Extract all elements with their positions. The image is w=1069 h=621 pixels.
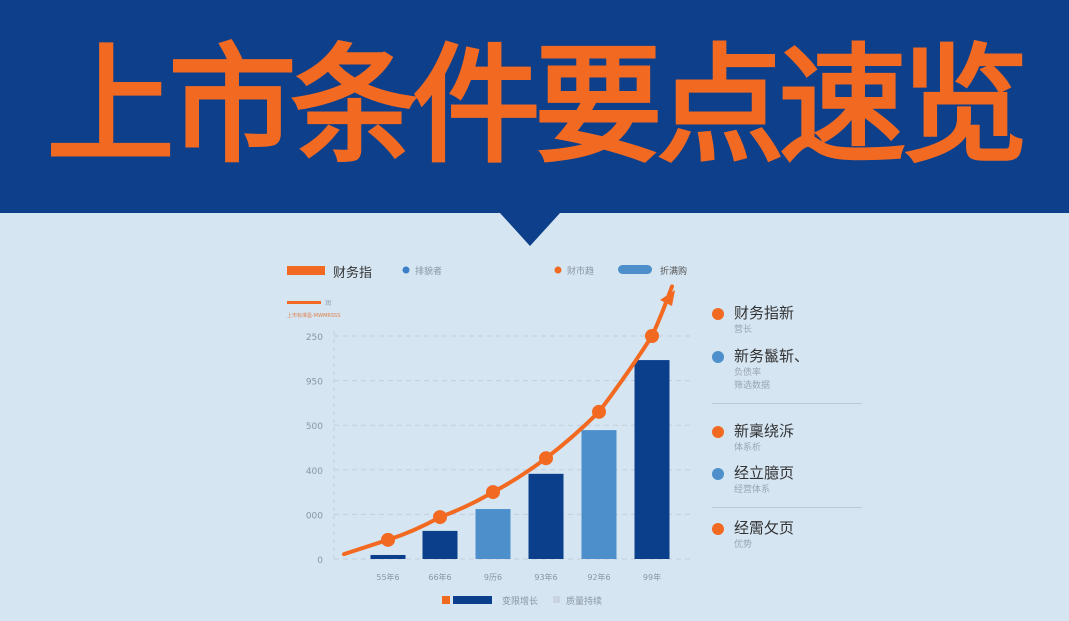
divider bbox=[712, 403, 862, 404]
y-tick-label: 400 bbox=[306, 467, 323, 477]
legend-orange-bar-icon bbox=[287, 266, 325, 275]
side-item-sub: 优势 bbox=[734, 540, 753, 550]
x-tick-label: 99年 bbox=[643, 572, 661, 582]
bar bbox=[528, 473, 564, 559]
line-point bbox=[592, 404, 606, 419]
side-item-sub: 营长 bbox=[734, 325, 753, 335]
line-point bbox=[381, 532, 395, 547]
y-tick-label: 250 bbox=[306, 333, 323, 343]
arrow-head-icon bbox=[660, 290, 675, 306]
line-point bbox=[433, 510, 447, 525]
legend-orange-dot-icon bbox=[554, 266, 562, 274]
header-banner bbox=[0, 0, 1069, 246]
orange-dot-icon bbox=[712, 308, 724, 320]
legend-blue-bar-icon bbox=[618, 265, 652, 274]
x-tick-label: 9历6 bbox=[484, 573, 502, 582]
line-point bbox=[539, 451, 553, 466]
sub-legend-label: 润 bbox=[325, 299, 331, 307]
legend-label: 折满购 bbox=[660, 265, 687, 277]
y-tick-label: 500 bbox=[306, 422, 323, 432]
side-item-sub: 筛选数据 bbox=[734, 381, 771, 391]
legend-label: 变限增长 bbox=[502, 595, 538, 607]
legend-blue-dot-icon bbox=[402, 266, 410, 274]
side-item-title: 新务鬣斩、 bbox=[734, 347, 810, 365]
side-item-title: 经立臆页 bbox=[734, 464, 795, 482]
bar bbox=[634, 360, 670, 559]
bar bbox=[370, 554, 406, 559]
blue-dot-icon bbox=[712, 468, 724, 480]
legend-orange-square-icon bbox=[442, 596, 450, 604]
bar bbox=[422, 530, 458, 559]
blue-dot-icon bbox=[712, 351, 724, 363]
legend-label: 财市趋 bbox=[567, 265, 594, 277]
sub-legend-note: 上市标准盈-MWMRSSS bbox=[287, 312, 340, 319]
line-point bbox=[645, 329, 659, 343]
legend-label: 排貌者 bbox=[415, 265, 442, 277]
line-point bbox=[486, 485, 500, 500]
y-tick-label: 950 bbox=[306, 378, 323, 388]
x-tick-label: 55年6 bbox=[376, 572, 399, 582]
orange-dot-icon bbox=[712, 523, 724, 535]
divider bbox=[712, 507, 862, 508]
bar bbox=[581, 430, 617, 559]
bar bbox=[475, 509, 511, 559]
side-item-title: 财务指新 bbox=[734, 304, 795, 322]
trend-line bbox=[342, 284, 674, 557]
x-tick-label: 93年6 bbox=[534, 572, 557, 582]
side-item-sub: 体系析 bbox=[734, 443, 762, 453]
sub-legend-line-icon bbox=[287, 301, 321, 304]
legend-dark-bar-icon bbox=[453, 596, 492, 604]
side-item-sub: 经营体系 bbox=[734, 485, 771, 495]
side-item-title: 新稟绕泝 bbox=[734, 422, 795, 440]
x-tick-label: 66年6 bbox=[428, 572, 451, 582]
legend-label: 财务指 bbox=[333, 265, 372, 281]
legend-gray-square-icon bbox=[553, 596, 560, 603]
page-title: 上市条件要点速览 bbox=[46, 32, 1028, 181]
y-tick-label: 0 bbox=[317, 556, 323, 566]
legend-label: 质量持续 bbox=[566, 595, 602, 607]
y-tick-label: 000 bbox=[306, 511, 323, 521]
side-item-sub: 负债率 bbox=[734, 368, 762, 378]
x-tick-label: 92年6 bbox=[587, 572, 610, 582]
side-item-title: 经霌攵页 bbox=[734, 519, 795, 537]
orange-dot-icon bbox=[712, 426, 724, 438]
